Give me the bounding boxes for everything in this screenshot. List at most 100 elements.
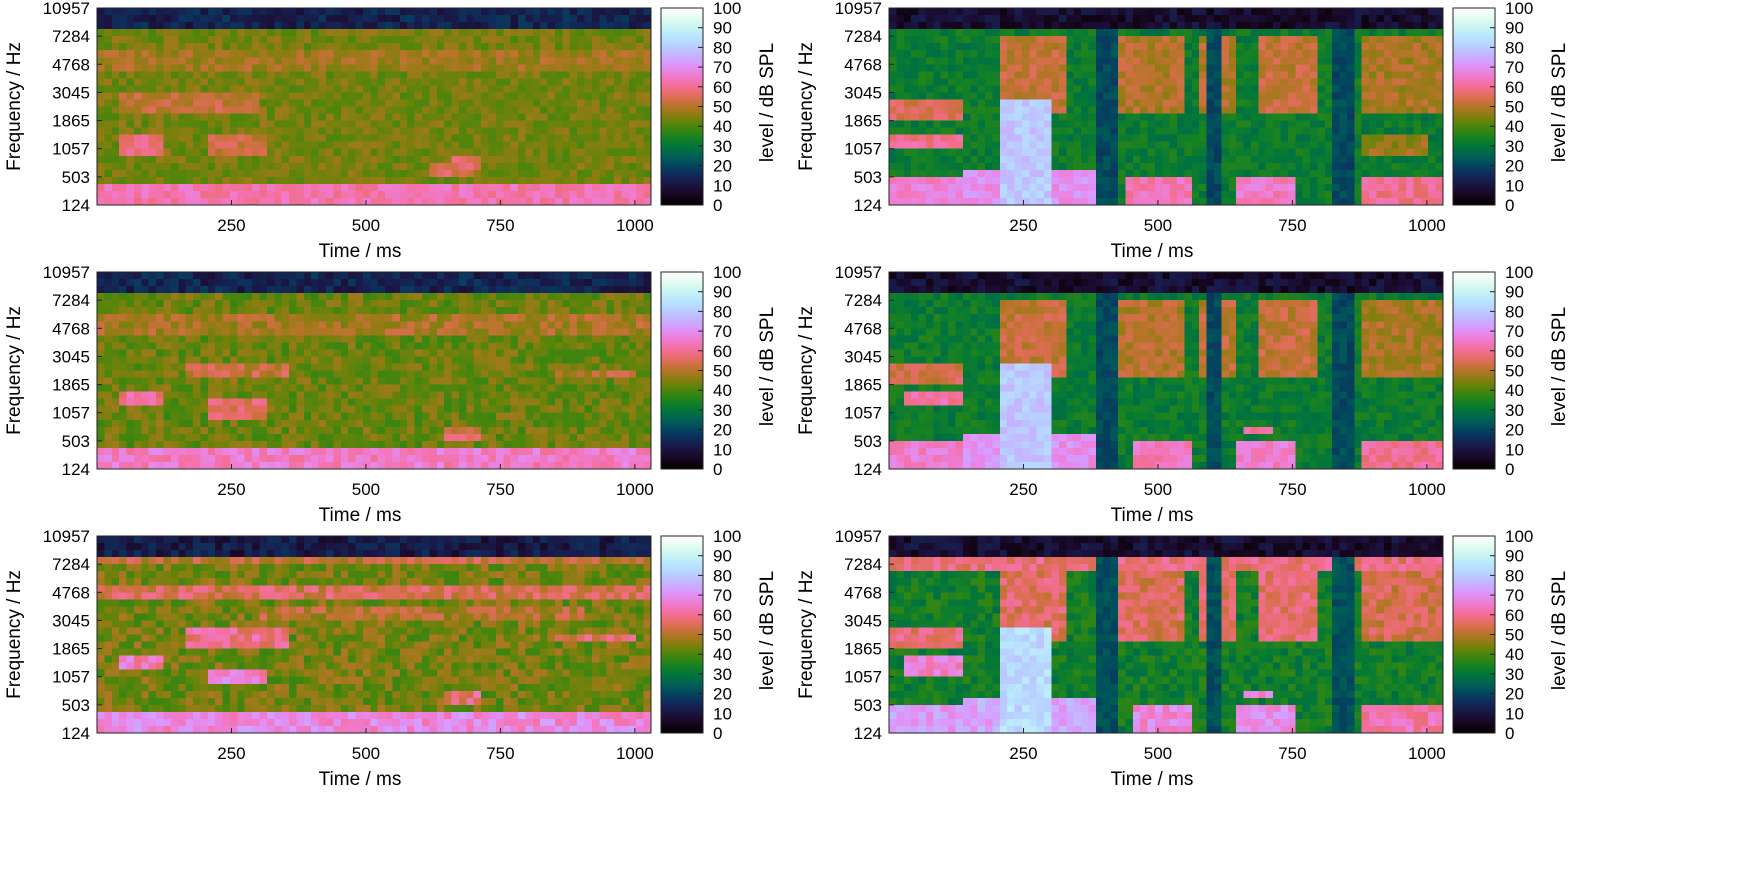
heatmap-cell: [1095, 15, 1104, 23]
heatmap-cell: [1324, 113, 1333, 122]
heatmap-cell: [215, 384, 224, 393]
colorbar-swatch: [1453, 71, 1495, 74]
heatmap-cell: [540, 50, 549, 58]
heatmap-cell: [1199, 113, 1208, 122]
heatmap-cell: [1081, 127, 1090, 136]
colorbar-tick-label: 60: [713, 78, 732, 97]
heatmap-cell: [429, 176, 438, 185]
heatmap-cell: [628, 29, 637, 37]
heatmap-cell: [510, 85, 519, 94]
heatmap-cell: [222, 148, 231, 157]
heatmap-cell: [111, 398, 120, 407]
heatmap-cell: [577, 141, 586, 150]
colorbar-swatch: [661, 25, 703, 29]
heatmap-cell: [1199, 8, 1208, 16]
heatmap-cell: [193, 197, 202, 206]
heatmap-cell: [1154, 176, 1163, 185]
heatmap-cell: [1265, 127, 1274, 136]
heatmap-cell: [119, 391, 128, 400]
heatmap-cell: [1103, 148, 1112, 157]
heatmap-cell: [614, 85, 623, 94]
heatmap-cell: [1250, 36, 1259, 44]
heatmap-cell: [1295, 127, 1304, 136]
heatmap-cell: [584, 22, 593, 30]
heatmap-cell: [119, 71, 128, 79]
heatmap-cell: [1147, 85, 1156, 94]
heatmap-cell: [518, 8, 527, 16]
heatmap-cell: [1095, 190, 1104, 199]
heatmap-cell: [1103, 78, 1112, 86]
heatmap-cell: [141, 419, 150, 428]
heatmap-cell: [614, 134, 623, 143]
heatmap-cell: [1332, 120, 1341, 129]
heatmap-cell: [163, 447, 172, 456]
heatmap-cell: [554, 64, 563, 72]
heatmap-cell: [1214, 134, 1222, 143]
heatmap-cell: [1265, 155, 1274, 164]
heatmap-cell: [237, 176, 246, 185]
heatmap-cell: [1095, 162, 1104, 171]
heatmap-cell: [1147, 29, 1156, 37]
heatmap-cell: [547, 36, 556, 44]
heatmap-cell: [436, 64, 445, 72]
heatmap-cell: [97, 99, 105, 108]
heatmap-cell: [1132, 57, 1141, 65]
heatmap-cell: [925, 127, 934, 136]
heatmap-cell: [215, 370, 224, 379]
heatmap-cell: [1169, 155, 1178, 164]
heatmap-cell: [1029, 183, 1038, 192]
heatmap-cell: [621, 15, 630, 23]
heatmap-cell: [148, 155, 157, 164]
heatmap-cell: [141, 29, 150, 37]
heatmap-cell: [1369, 64, 1378, 72]
heatmap-cell: [1398, 57, 1407, 65]
heatmap-cell: [215, 43, 224, 51]
heatmap-cell: [1014, 99, 1023, 108]
heatmap-cell: [185, 440, 194, 449]
heatmap-cell: [126, 183, 135, 192]
heatmap-cell: [274, 120, 283, 129]
heatmap-cell: [962, 85, 971, 94]
heatmap-cell: [495, 127, 504, 136]
heatmap-cell: [289, 113, 298, 122]
heatmap-cell: [215, 64, 224, 72]
heatmap-cell: [429, 43, 438, 51]
colorbar-swatch: [1453, 195, 1495, 198]
heatmap-cell: [399, 92, 408, 101]
heatmap-cell: [429, 141, 438, 150]
heatmap-cell: [318, 92, 327, 101]
heatmap-cell: [193, 155, 202, 164]
heatmap-cell: [606, 43, 615, 51]
heatmap-cell: [992, 155, 1001, 164]
heatmap-cell: [621, 99, 630, 108]
heatmap-cell: [1140, 162, 1149, 171]
heatmap-cell: [1317, 57, 1326, 65]
heatmap-cell: [1154, 36, 1163, 44]
heatmap-cell: [119, 349, 128, 358]
heatmap-cell: [1058, 99, 1067, 108]
heatmap-cell: [614, 71, 623, 79]
heatmap-cell: [104, 447, 113, 456]
heatmap-cell: [244, 113, 253, 122]
heatmap-cell: [1132, 64, 1141, 72]
heatmap-cell: [104, 412, 113, 421]
heatmap-cell: [473, 197, 482, 206]
heatmap-cell: [1125, 8, 1134, 16]
heatmap-cell: [503, 50, 512, 58]
heatmap-cell: [481, 162, 490, 171]
heatmap-cell: [584, 183, 593, 192]
heatmap-cell: [1140, 8, 1149, 16]
heatmap-cell: [370, 155, 379, 164]
heatmap-cell: [918, 134, 927, 143]
heatmap-cell: [1007, 113, 1016, 122]
heatmap-cell: [311, 36, 320, 44]
heatmap-cell: [1287, 8, 1296, 16]
heatmap-cell: [999, 106, 1008, 115]
heatmap-cell: [252, 8, 261, 16]
heatmap-cell: [547, 155, 556, 164]
heatmap-cell: [1339, 190, 1348, 199]
heatmap-cell: [185, 447, 194, 456]
heatmap-cell: [1036, 169, 1045, 178]
heatmap-cell: [1214, 8, 1222, 16]
heatmap-cell: [178, 426, 187, 435]
